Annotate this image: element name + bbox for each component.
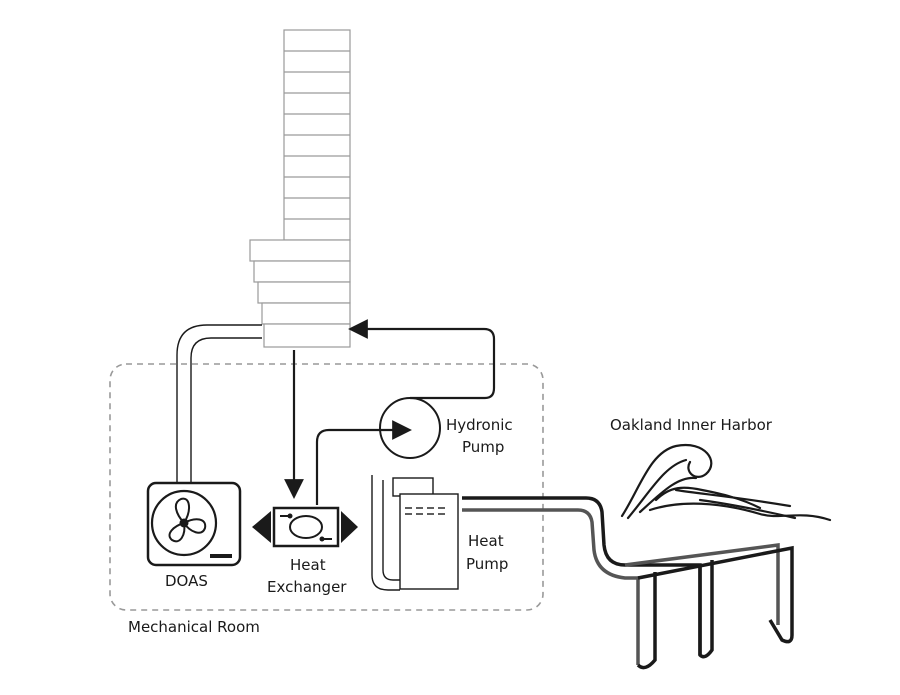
heat-exchanger-label-line1: Heat (290, 556, 326, 574)
heat-pump-unit (371, 475, 459, 591)
heat-exchanger (252, 506, 358, 548)
heat-exchanger-label-line2: Exchanger (267, 578, 347, 596)
hydronic-pump-label-line2: Pump (462, 438, 504, 456)
mechanical-room-boundary (109, 363, 544, 611)
mechanical-room-label: Mechanical Room (128, 618, 260, 636)
doas-label: DOAS (165, 572, 208, 590)
heat-pump-label-line2: Pump (466, 555, 508, 573)
hydronic-pump (379, 397, 441, 459)
doas-duct (176, 324, 262, 482)
building-tower (249, 29, 351, 348)
left-arrow-icon (252, 511, 271, 543)
supply-pipe (315, 420, 412, 505)
doas-unit (146, 481, 242, 567)
right-arrow-icon (341, 511, 358, 543)
harbor-pipes (462, 496, 794, 670)
harbor-wave-icon (620, 443, 832, 522)
fan-icon (168, 497, 207, 543)
hydronic-pump-label-line1: Hydronic (446, 416, 513, 434)
building-supply-pipe (348, 319, 496, 400)
heat-pump-label-line1: Heat (468, 532, 504, 550)
oakland-harbor-label: Oakland Inner Harbor (610, 416, 773, 434)
